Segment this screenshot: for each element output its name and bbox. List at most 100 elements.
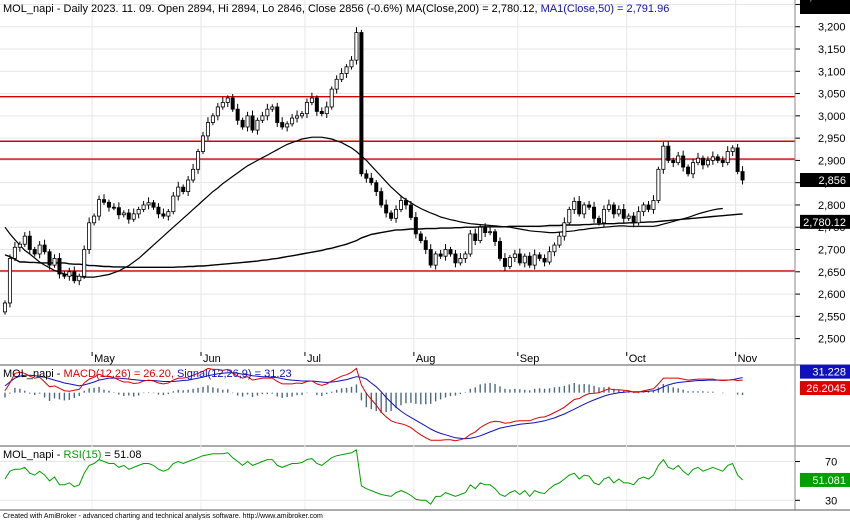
candle-body — [384, 204, 389, 214]
candle-body — [324, 106, 329, 115]
month-label: Aug — [416, 353, 436, 365]
candle-body — [666, 145, 671, 161]
candle-body — [265, 108, 270, 117]
candle-body — [379, 191, 384, 206]
candle-body — [502, 258, 507, 267]
candle-body — [606, 204, 611, 210]
price-pane — [0, 0, 850, 352]
candle-body — [428, 249, 433, 266]
candle-body — [587, 204, 592, 208]
candle-body — [715, 156, 720, 161]
month-labels: May Jun Jul Aug Sep Oct Nov — [91, 352, 758, 365]
candle-body — [413, 217, 418, 235]
price-value-badges: 2,856 2,791.96 2,780.12 — [800, 0, 850, 229]
candle-body — [369, 177, 374, 184]
candle-body — [57, 258, 62, 275]
y-tick-label: 2,800 — [818, 200, 846, 212]
candle-body — [740, 171, 745, 181]
candle-body — [582, 204, 587, 215]
last-close-badge-bg — [800, 173, 850, 188]
month-label: Jun — [203, 353, 221, 365]
candle-body — [7, 258, 12, 304]
candle-body — [661, 145, 666, 170]
candle-body — [438, 253, 443, 257]
candle-body — [537, 254, 542, 259]
candle-body — [92, 215, 97, 224]
candle-body — [473, 233, 478, 242]
candle-body — [354, 32, 359, 61]
candle-body — [200, 135, 205, 152]
candle-body — [82, 249, 87, 277]
candle-body — [205, 122, 210, 137]
candle-body — [626, 215, 631, 219]
y-tick-label: 2,700 — [818, 245, 846, 257]
y-tick-label: 2,550 — [818, 311, 846, 323]
candle-body — [141, 204, 146, 210]
candle-body — [522, 255, 527, 264]
rsi-value-badge-bg — [800, 472, 850, 487]
candle-body — [636, 211, 641, 224]
candle-body — [102, 199, 107, 203]
candle-body — [260, 115, 265, 121]
candle-body — [483, 226, 488, 233]
candle-body — [250, 115, 255, 131]
candle-body — [433, 253, 438, 266]
ma50-value-badge: 2,791.96 — [803, 0, 846, 3]
candle-body — [398, 200, 403, 210]
candle-body — [37, 244, 42, 255]
candle-body — [691, 162, 696, 175]
candle-body — [111, 206, 116, 209]
candle-body — [290, 117, 295, 125]
candle-body — [557, 235, 562, 246]
candle-body — [240, 119, 245, 128]
candle-body — [601, 209, 606, 224]
y-tick-label: 2,950 — [818, 133, 846, 145]
rsi-y-tick-label: 30 — [825, 495, 837, 507]
candle-body — [621, 209, 626, 219]
candle-body — [52, 258, 57, 266]
y-tick-label: 3,050 — [818, 89, 846, 101]
macd-histogram — [4, 382, 744, 414]
rsi-line — [4, 449, 743, 505]
candle-body — [285, 123, 290, 128]
y-tick-label: 3,100 — [818, 66, 846, 78]
candle-body — [225, 97, 230, 103]
candle-body — [710, 156, 715, 161]
y-tick-label: 2,650 — [818, 267, 846, 279]
candle-body — [572, 200, 577, 210]
candle-body — [453, 253, 458, 264]
candle-body — [562, 222, 567, 237]
candle-body — [641, 204, 646, 213]
candle-body — [730, 147, 735, 152]
ma50-line — [4, 136, 723, 278]
candle-body — [12, 246, 17, 259]
candle-body — [359, 32, 364, 175]
rsi-gridlines — [0, 461, 795, 501]
candle-body — [17, 243, 22, 248]
candle-body — [488, 231, 493, 234]
candle-body — [280, 122, 285, 128]
candle-body — [181, 186, 186, 192]
candle-body — [597, 217, 602, 224]
candle-body — [131, 213, 136, 220]
candle-body — [423, 240, 428, 250]
month-label: Oct — [629, 353, 646, 365]
candle-body — [161, 213, 166, 217]
candle-body — [463, 253, 468, 259]
candle-body — [220, 102, 225, 108]
month-label: Sep — [520, 353, 540, 365]
candle-body — [577, 200, 582, 215]
month-label: Nov — [738, 353, 758, 365]
rsi-value-badge: 51.081 — [812, 475, 846, 487]
candle-body — [458, 258, 463, 264]
month-gridlines — [91, 0, 737, 352]
candle-body — [686, 166, 691, 175]
signal-label: Signal(12,26,9) = 31.23 — [177, 368, 292, 380]
candle-body — [408, 204, 413, 218]
candle-body — [493, 231, 498, 242]
candle-body — [3, 302, 8, 313]
candle-body — [497, 241, 502, 259]
candle-body — [631, 215, 636, 224]
candle-body — [552, 244, 557, 253]
candle-body — [126, 212, 131, 220]
